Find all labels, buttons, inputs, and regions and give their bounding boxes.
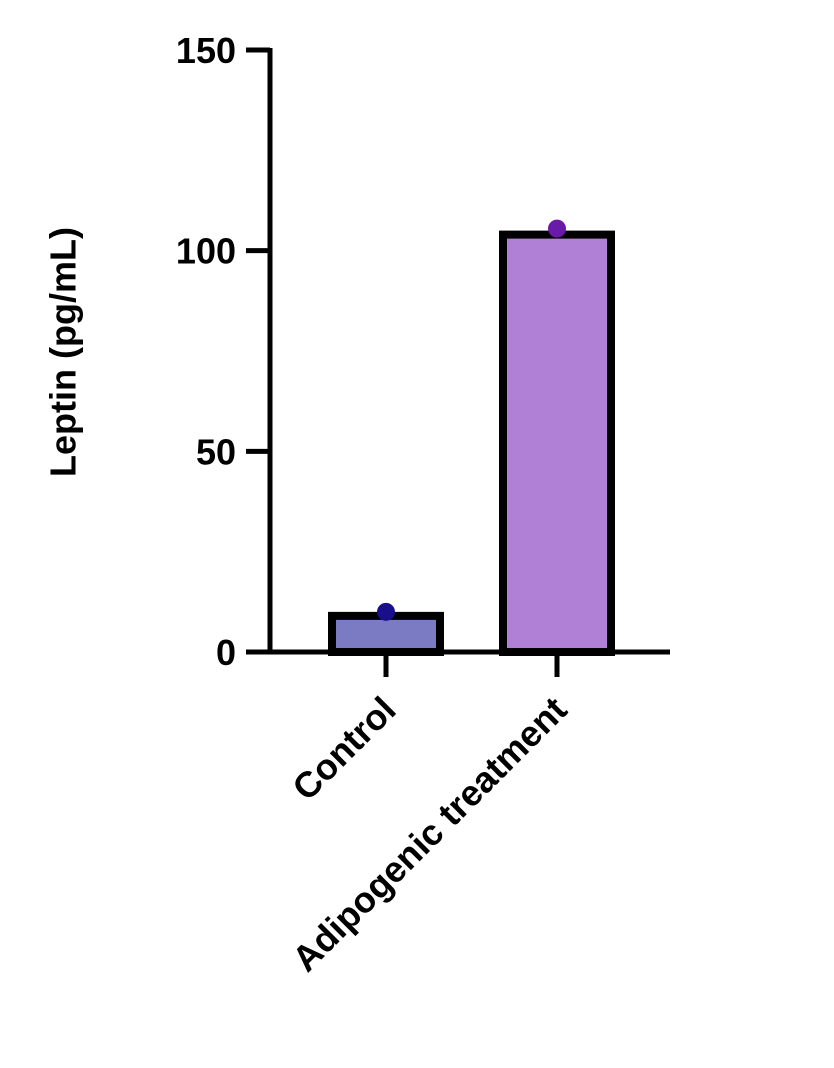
data-point [548,219,566,238]
x-tick-label: Control [284,689,403,808]
bar [328,611,444,657]
data-point [377,602,395,621]
y-axis-label: Leptin (pg/mL) [43,227,84,477]
y-tick-label: 150 [176,30,236,71]
x-tick-label: Adipogenic treatment [284,689,575,980]
bar [499,230,615,656]
y-tick-label: 0 [216,632,236,673]
y-tick-label: 50 [196,431,236,472]
y-tick-label: 100 [176,231,236,272]
